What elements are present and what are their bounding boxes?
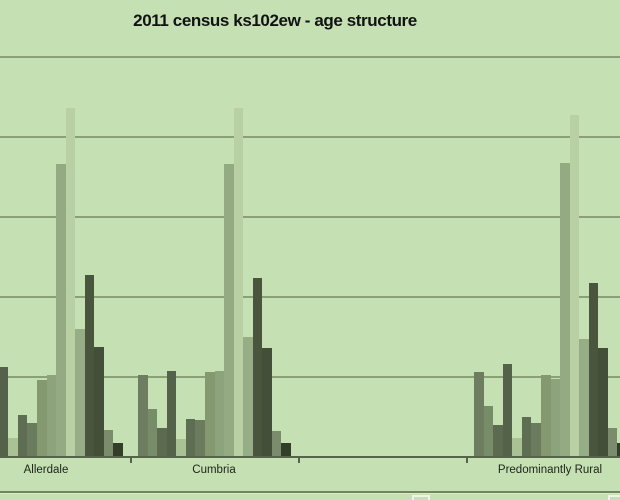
bar-cat0-series8 [36,380,47,457]
bar-cat1-series16 [281,442,291,457]
bar-cat3-series9 [550,378,561,457]
x-axis-tick-2 [298,458,300,463]
bar-cat1-series14 [262,348,272,457]
bar-cat0-series10 [56,164,66,457]
bar-cat0-series5 [8,437,18,457]
bar-cat0-series4 [0,367,9,457]
bar-cat3-series6 [521,417,532,457]
bar-cat3-series10 [560,162,570,457]
bar-cat1-series10 [224,164,234,457]
y-gridline-5 [0,376,620,378]
bar-cat1-series3 [157,428,167,457]
y-gridline-20 [0,136,620,138]
bar-cat3-series1 [474,372,484,457]
bar-cat1-series1 [138,375,148,457]
bar-cat0-series6 [17,415,28,457]
x-axis-tick-1 [130,458,132,463]
bar-cat3-series15 [607,428,618,457]
legend-checkbox-partial-2[interactable] [608,495,620,500]
y-gridline-15 [0,216,620,218]
bar-cat3-series14 [598,348,608,457]
bar-cat0-series12 [75,329,85,457]
bar-cat0-series7 [27,423,37,457]
x-axis-label-allerdale: Allerdale [23,464,69,476]
bar-cat3-series2 [483,405,494,457]
x-axis-label-cumbria: Cumbria [192,464,236,476]
bar-cat1-series4 [166,370,177,457]
bar-cat3-series5 [512,437,522,457]
bar-cat0-series11 [65,108,76,457]
bar-cat1-series11 [233,108,244,457]
bar-cat0-series15 [103,429,114,457]
x-axis-line [0,456,620,458]
bar-cat3-series16 [617,442,620,457]
legend-checkbox-partial-1[interactable] [412,495,430,500]
bar-cat0-series13 [84,274,95,457]
bar-cat1-series13 [252,277,263,457]
x-axis-label-predominantly-rural: Predominantly Rural [497,464,603,476]
bar-cat3-series12 [579,338,589,457]
bar-cat1-series6 [185,418,196,457]
bar-cat0-series16 [113,442,123,457]
chart-bottom-border [0,491,620,493]
bar-cat3-series3 [493,425,503,457]
y-gridline-10 [0,296,620,298]
bar-cat1-series8 [204,372,215,457]
bar-cat3-series13 [588,282,599,457]
bar-cat1-series7 [195,420,205,457]
bar-cat0-series14 [94,346,104,457]
bar-cat1-series2 [147,409,158,457]
x-axis-tick-3 [466,458,468,463]
chart-title: 2011 census ks102ew - age structure [133,11,417,30]
bar-cat1-series5 [176,439,186,457]
bar-cat1-series9 [214,370,225,457]
bar-cat1-series12 [243,337,253,457]
bar-cat1-series15 [271,431,282,457]
bar-cat3-series11 [569,114,580,457]
bar-cat3-series7 [531,423,541,457]
bar-cat3-series8 [540,375,551,457]
bar-cat3-series4 [502,364,513,457]
bar-cat0-series9 [46,375,57,457]
y-gridline-25 [0,56,620,58]
